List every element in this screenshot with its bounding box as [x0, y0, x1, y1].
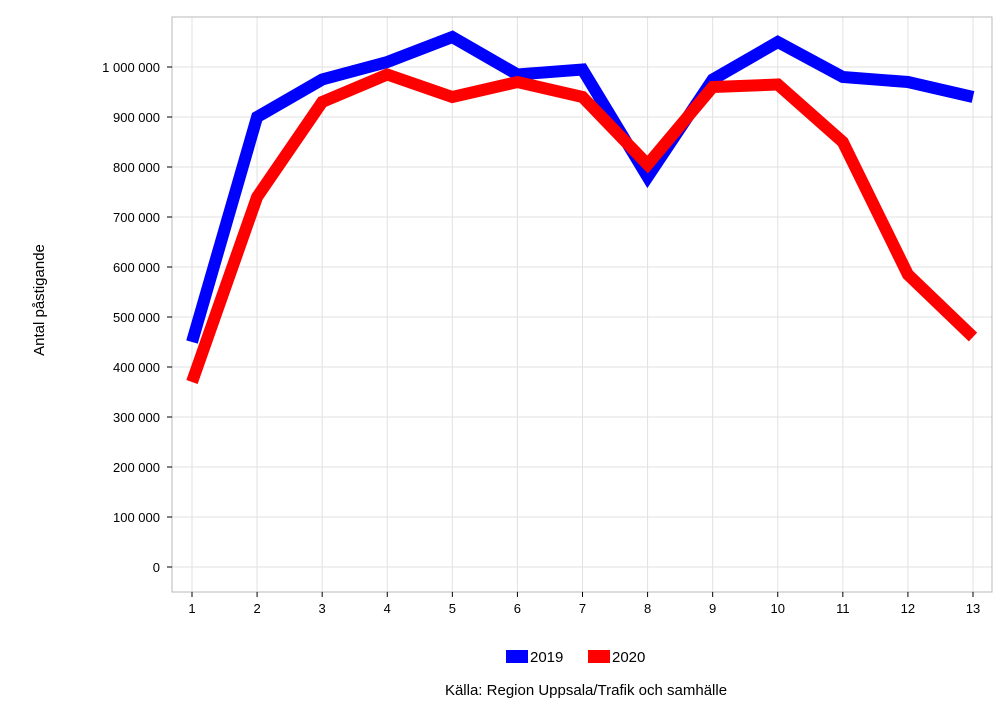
y-tick-label: 400 000 [113, 360, 160, 375]
y-tick-label: 600 000 [113, 260, 160, 275]
series-line-2019 [186, 30, 975, 344]
x-tick-label: 2 [253, 601, 260, 616]
x-tick-label: 8 [644, 601, 651, 616]
x-tick-label: 4 [384, 601, 391, 616]
legend-swatch-2019 [506, 650, 528, 663]
y-tick-label: 800 000 [113, 160, 160, 175]
x-tick-label: 6 [514, 601, 521, 616]
legend-label-2020: 2020 [612, 649, 645, 666]
series-line-2020 [186, 68, 978, 384]
series-lines [186, 30, 978, 384]
x-tick-label: 9 [709, 601, 716, 616]
x-tick-label: 12 [901, 601, 915, 616]
legend: 2019 2020 [506, 649, 645, 666]
legend-swatch-2020 [588, 650, 610, 663]
y-tick-label: 1 000 000 [102, 60, 160, 75]
y-tick-label: 300 000 [113, 410, 160, 425]
y-tick-label: 900 000 [113, 110, 160, 125]
y-tick-label: 0 [153, 560, 160, 575]
x-tick-label: 10 [771, 601, 785, 616]
x-tick-label: 5 [449, 601, 456, 616]
x-tick-label: 11 [836, 601, 850, 616]
x-tick-label: 3 [319, 601, 326, 616]
y-tick-label: 200 000 [113, 460, 160, 475]
x-tick-label: 13 [966, 601, 980, 616]
gridlines [172, 17, 992, 592]
source-note: Källa: Region Uppsala/Trafik och samhäll… [445, 682, 727, 699]
x-tick-label: 7 [579, 601, 586, 616]
axes: 0 100 000 200 000 300 000 400 000 500 000 600 … [102, 60, 980, 616]
legend-label-2019: 2019 [530, 649, 563, 666]
y-tick-label: 100 000 [113, 510, 160, 525]
y-tick-label: 500 000 [113, 310, 160, 325]
y-tick-label: 700 000 [113, 210, 160, 225]
y-axis-title: Antal påstigande [31, 244, 48, 356]
x-tick-label: 1 [188, 601, 195, 616]
